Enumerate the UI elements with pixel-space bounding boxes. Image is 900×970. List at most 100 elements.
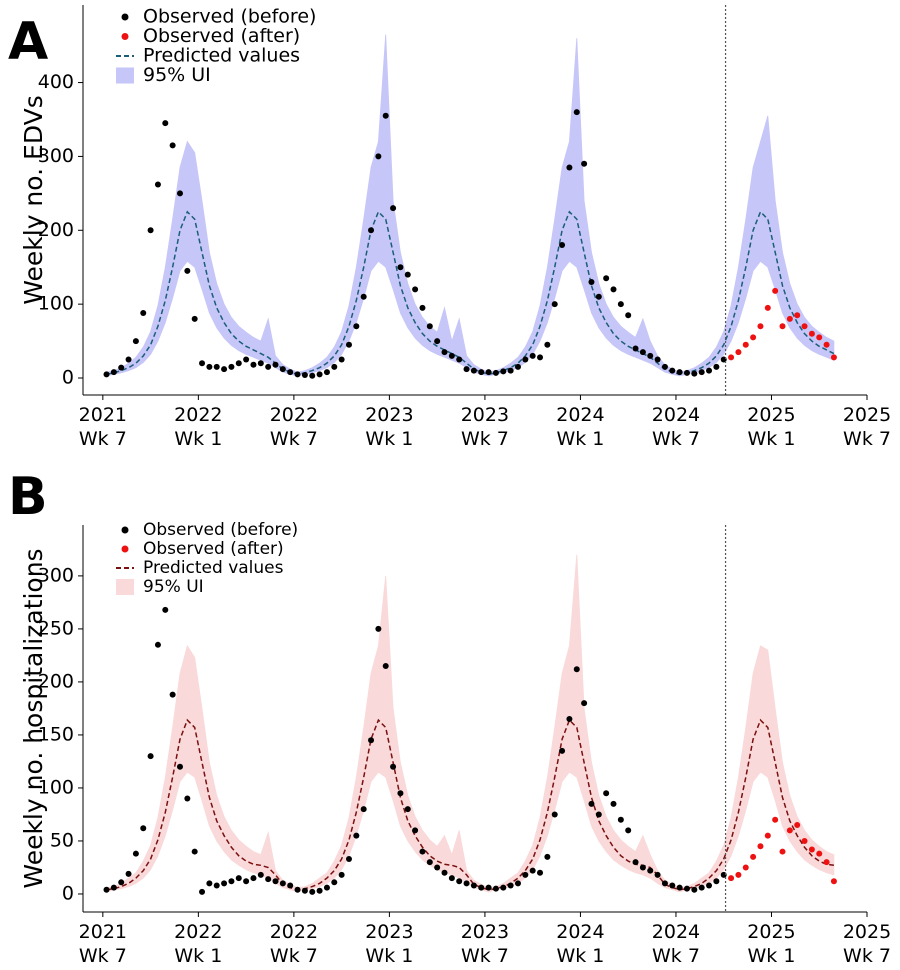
observed-point [368, 737, 375, 744]
observed-point [199, 360, 206, 367]
observed-point [456, 878, 463, 885]
observed-point [632, 859, 639, 866]
observed-point [235, 360, 242, 367]
observed-point [507, 367, 514, 374]
y-tick-label: 300 [38, 564, 74, 586]
observed-point [287, 882, 294, 889]
observed-point [243, 878, 250, 885]
observed-point [368, 227, 375, 234]
x-tick-label: 2021 Wk 7 [78, 404, 127, 450]
observed-point [595, 811, 602, 818]
observed-point [257, 360, 264, 367]
observed-point [492, 885, 499, 892]
observed-point [110, 884, 117, 891]
observed-point [478, 884, 485, 891]
predicted-line [106, 718, 835, 891]
observed-point [661, 880, 668, 887]
observed-point [529, 352, 536, 359]
observed-point [735, 349, 742, 356]
y-tick-label: 200 [38, 219, 74, 241]
observed-point [816, 334, 823, 341]
observed-point [331, 363, 338, 370]
observed-point [639, 349, 646, 356]
observed-point [140, 825, 147, 832]
observed-point [132, 850, 139, 857]
observed-point [764, 832, 771, 839]
observed-point [434, 338, 441, 345]
observed-point [735, 871, 742, 878]
observed-point [162, 120, 169, 127]
observed-point [294, 371, 301, 378]
observed-point [676, 369, 683, 376]
y-tick-label: 250 [38, 617, 74, 639]
observed-point [309, 372, 316, 379]
observed-point [213, 363, 220, 370]
observed-point [434, 864, 441, 871]
predicted-line [106, 210, 835, 376]
observed-point [625, 312, 632, 319]
observed-point [492, 369, 499, 376]
observed-point [764, 304, 771, 311]
observed-point [463, 880, 470, 887]
observed-point [757, 323, 764, 330]
observed-point [786, 315, 793, 322]
observed-point [808, 846, 815, 853]
observed-point [404, 271, 411, 278]
observed-point [581, 160, 588, 167]
x-tick-label: 2025 Wk 1 [747, 921, 796, 967]
observed-point [706, 882, 713, 889]
observed-point [551, 811, 558, 818]
observed-point [757, 843, 764, 850]
x-tick-label: 2021 Wk 7 [78, 921, 127, 967]
observed-point [132, 338, 139, 345]
observed-point [345, 855, 352, 862]
observed-point [118, 364, 125, 371]
observed-point [404, 806, 411, 813]
observed-point [250, 361, 257, 368]
observed-point [566, 716, 573, 723]
observed-point [426, 323, 433, 330]
observed-point [617, 301, 624, 308]
observed-point [559, 747, 566, 754]
observed-point [551, 301, 558, 308]
observed-point [478, 369, 485, 376]
observed-point [808, 330, 815, 337]
x-tick-label: 2023 Wk 7 [460, 404, 510, 450]
y-tick-label: 50 [50, 829, 74, 851]
observed-point [706, 367, 713, 374]
observed-point [559, 242, 566, 249]
observed-point [412, 286, 419, 293]
x-tick-label: 2024 Wk 1 [556, 404, 605, 450]
observed-point [301, 372, 308, 379]
observed-point [647, 867, 654, 874]
legend-label: Predicted values [143, 45, 300, 67]
observed-point [441, 349, 448, 356]
observed-point [287, 369, 294, 376]
observed-point [441, 869, 448, 876]
observed-point [750, 334, 757, 341]
observed-point [272, 361, 279, 368]
observed-point [360, 806, 367, 813]
observed-point [588, 800, 595, 807]
observed-point [522, 356, 529, 363]
observed-point [823, 341, 830, 348]
observed-point [213, 882, 220, 889]
observed-point [742, 341, 749, 348]
y-tick-label: 150 [38, 723, 74, 745]
observed-point [683, 885, 690, 892]
observed-point [419, 304, 426, 311]
observed-point [338, 356, 345, 363]
observed-point [823, 859, 830, 866]
observed-point [698, 884, 705, 891]
observed-point [375, 625, 382, 632]
observed-point [184, 795, 191, 802]
observed-point [610, 800, 617, 807]
observed-point [125, 870, 132, 877]
observed-point [353, 832, 360, 839]
observed-point [390, 205, 397, 212]
observed-point [184, 267, 191, 274]
legend-label: Observed (before) [143, 6, 316, 28]
observed-point [243, 356, 250, 363]
observed-point [470, 367, 477, 374]
